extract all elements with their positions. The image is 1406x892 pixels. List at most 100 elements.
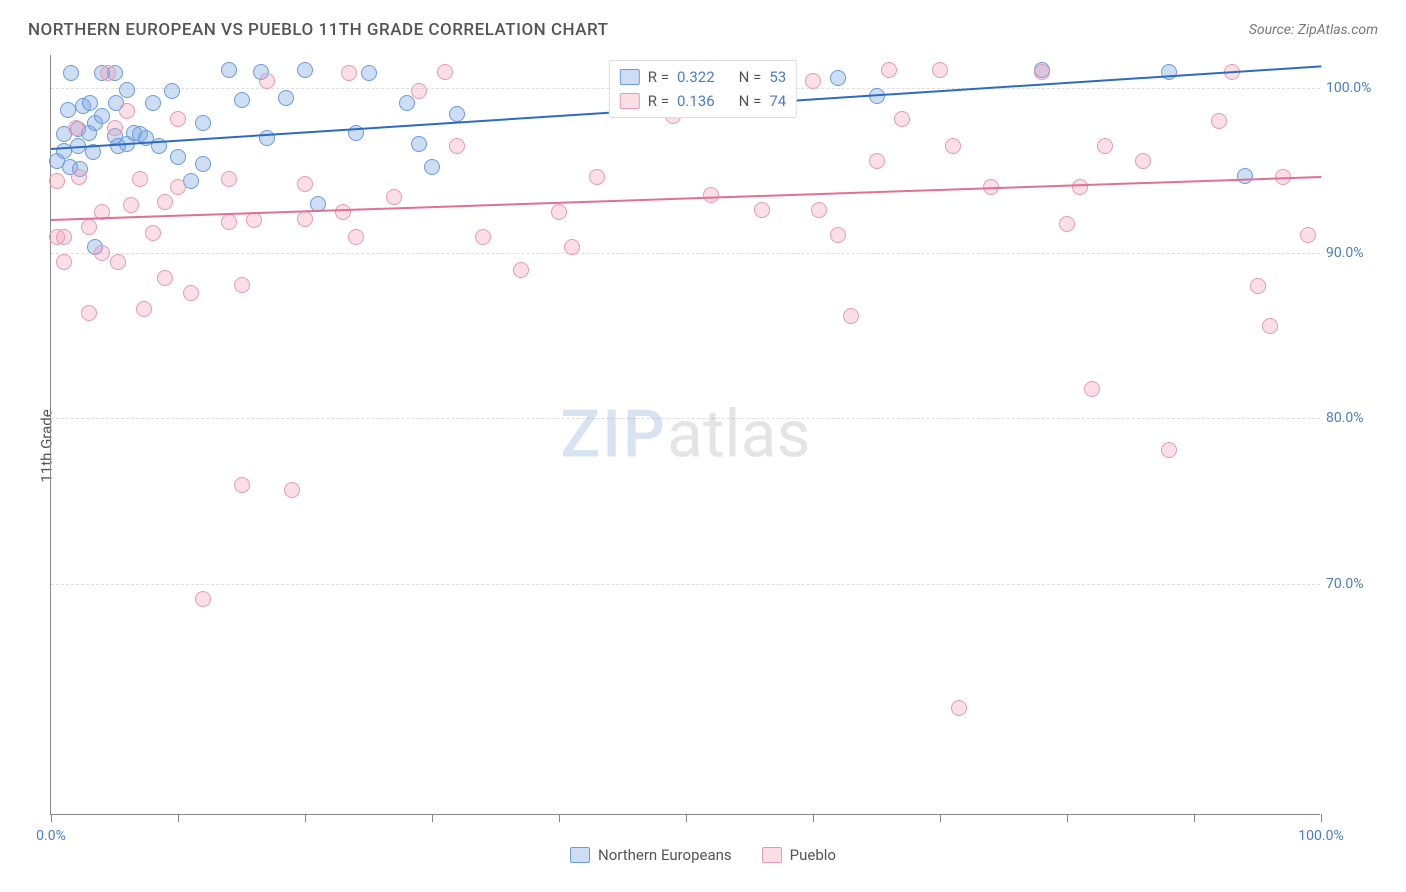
xtick <box>1067 814 1068 822</box>
scatter-point-pueblo <box>945 138 961 154</box>
scatter-point-pueblo <box>449 138 465 154</box>
scatter-point-pueblo <box>754 202 770 218</box>
scatter-point-northern_europeans <box>164 83 180 99</box>
xtick <box>178 814 179 822</box>
scatter-point-pueblo <box>348 229 364 245</box>
scatter-point-pueblo <box>830 227 846 243</box>
scatter-point-pueblo <box>284 482 300 498</box>
scatter-point-pueblo <box>100 65 116 81</box>
scatter-point-pueblo <box>234 277 250 293</box>
legend-row-series-0: R = 0.322 N = 53 <box>620 65 786 89</box>
watermark: ZIPatlas <box>560 396 810 473</box>
scatter-point-pueblo <box>56 229 72 245</box>
scatter-point-pueblo <box>881 62 897 78</box>
scatter-point-northern_europeans <box>82 95 98 111</box>
scatter-point-pueblo <box>297 176 313 192</box>
scatter-point-pueblo <box>136 301 152 317</box>
correlation-legend: R = 0.322 N = 53 R = 0.136 N = 74 <box>609 60 797 118</box>
n-value-1: 74 <box>769 89 786 113</box>
scatter-point-northern_europeans <box>361 65 377 81</box>
scatter-point-pueblo <box>81 219 97 235</box>
scatter-point-pueblo <box>110 254 126 270</box>
scatter-point-pueblo <box>1059 216 1075 232</box>
scatter-point-northern_europeans <box>63 65 79 81</box>
scatter-point-pueblo <box>386 189 402 205</box>
gridline-h <box>51 253 1320 254</box>
scatter-point-northern_europeans <box>424 159 440 175</box>
ytick-label: 100.0% <box>1326 80 1386 96</box>
legend-swatch-bottom-0 <box>570 847 590 863</box>
scatter-point-pueblo <box>1262 318 1278 334</box>
ytick-label: 90.0% <box>1326 245 1386 261</box>
scatter-point-pueblo <box>1135 153 1151 169</box>
scatter-point-pueblo <box>297 211 313 227</box>
scatter-point-pueblo <box>170 179 186 195</box>
legend-item-0: Northern Europeans <box>570 846 732 864</box>
scatter-point-pueblo <box>145 225 161 241</box>
legend-label-0: Northern Europeans <box>598 846 732 864</box>
r-label: R = <box>648 65 669 89</box>
scatter-point-pueblo <box>932 62 948 78</box>
scatter-point-northern_europeans <box>449 106 465 122</box>
scatter-point-northern_europeans <box>119 82 135 98</box>
scatter-point-pueblo <box>71 169 87 185</box>
scatter-point-northern_europeans <box>60 102 76 118</box>
xtick <box>1321 814 1322 822</box>
scatter-point-northern_europeans <box>170 149 186 165</box>
r-value-1: 0.136 <box>677 89 715 113</box>
scatter-point-pueblo <box>259 73 275 89</box>
legend-row-series-1: R = 0.136 N = 74 <box>620 89 786 113</box>
scatter-point-northern_europeans <box>278 90 294 106</box>
scatter-point-northern_europeans <box>145 95 161 111</box>
n-label: N = <box>739 65 762 89</box>
series-legend: Northern Europeans Pueblo <box>570 846 836 864</box>
scatter-point-pueblo <box>157 270 173 286</box>
xtick <box>559 814 560 822</box>
xtick <box>305 814 306 822</box>
scatter-point-pueblo <box>341 65 357 81</box>
source-label: Source: ZipAtlas.com <box>1249 22 1378 38</box>
xtick <box>51 814 52 822</box>
scatter-point-pueblo <box>951 700 967 716</box>
xtick <box>813 814 814 822</box>
scatter-point-northern_europeans <box>830 70 846 86</box>
ytick-label: 80.0% <box>1326 410 1386 426</box>
gridline-h <box>51 584 1320 585</box>
n-value-0: 53 <box>769 65 786 89</box>
scatter-point-pueblo <box>234 477 250 493</box>
plot-area: ZIPatlas 70.0%80.0%90.0%100.0%0.0%100.0% <box>50 55 1320 815</box>
legend-swatch-0 <box>620 69 640 85</box>
scatter-point-pueblo <box>157 194 173 210</box>
scatter-point-pueblo <box>183 285 199 301</box>
xtick <box>686 814 687 822</box>
gridline-h <box>51 418 1320 419</box>
xtick-label: 100.0% <box>1298 828 1343 844</box>
scatter-point-pueblo <box>894 111 910 127</box>
scatter-point-pueblo <box>1250 278 1266 294</box>
scatter-point-pueblo <box>56 254 72 270</box>
watermark-part1: ZIP <box>560 396 667 473</box>
scatter-point-pueblo <box>475 229 491 245</box>
legend-item-1: Pueblo <box>762 846 836 864</box>
scatter-point-pueblo <box>805 73 821 89</box>
scatter-point-pueblo <box>1097 138 1113 154</box>
scatter-point-pueblo <box>221 171 237 187</box>
watermark-part2: atlas <box>667 396 811 473</box>
scatter-point-northern_europeans <box>411 136 427 152</box>
scatter-point-pueblo <box>513 262 529 278</box>
scatter-point-pueblo <box>170 111 186 127</box>
xtick <box>432 814 433 822</box>
scatter-point-pueblo <box>123 197 139 213</box>
scatter-point-pueblo <box>335 204 351 220</box>
scatter-point-northern_europeans <box>195 156 211 172</box>
scatter-point-pueblo <box>195 591 211 607</box>
scatter-point-northern_europeans <box>399 95 415 111</box>
scatter-point-northern_europeans <box>1237 168 1253 184</box>
scatter-point-pueblo <box>811 202 827 218</box>
scatter-point-pueblo <box>1211 113 1227 129</box>
r-label: R = <box>648 89 669 113</box>
scatter-point-northern_europeans <box>221 62 237 78</box>
legend-swatch-bottom-1 <box>762 847 782 863</box>
scatter-point-pueblo <box>49 173 65 189</box>
scatter-point-pueblo <box>119 103 135 119</box>
